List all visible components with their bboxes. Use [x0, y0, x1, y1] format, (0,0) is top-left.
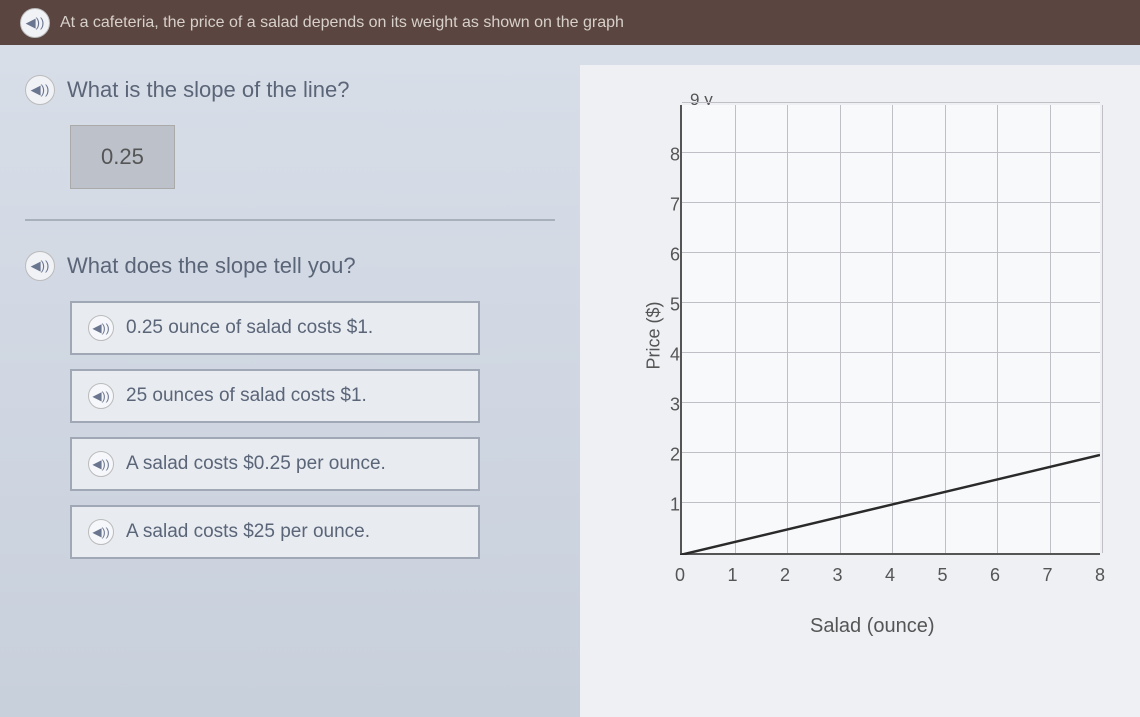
option-text: 25 ounces of salad costs $1.: [126, 385, 367, 407]
question-text: What is the slope of the line?: [67, 77, 350, 103]
questions-panel: ◀)) What is the slope of the line? 0.25 …: [0, 45, 580, 717]
option-1[interactable]: ◀)) 0.25 ounce of salad costs $1.: [70, 301, 480, 355]
problem-header: ◀)) At a cafeteria, the price of a salad…: [0, 0, 1140, 45]
question-1: ◀)) What is the slope of the line? 0.25: [25, 75, 555, 189]
speaker-icon[interactable]: ◀)): [88, 519, 114, 545]
x-tick-label: 4: [880, 565, 900, 586]
question-text: What does the slope tell you?: [67, 253, 356, 279]
answer-input[interactable]: 0.25: [70, 125, 175, 189]
chart-grid: [680, 105, 1100, 555]
speaker-icon[interactable]: ◀)): [88, 383, 114, 409]
option-3[interactable]: ◀)) A salad costs $0.25 per ounce.: [70, 437, 480, 491]
y-tick-label: 4: [660, 345, 680, 366]
x-tick-label: 5: [933, 565, 953, 586]
y-tick-label: 2: [660, 445, 680, 466]
speaker-icon[interactable]: ◀)): [20, 8, 50, 38]
x-tick-label: 0: [670, 565, 690, 586]
x-tick-label: 6: [985, 565, 1005, 586]
chart-panel: 9 y Price ($) Salad (ounce) 123456780123…: [580, 65, 1140, 717]
speaker-icon[interactable]: ◀)): [88, 451, 114, 477]
option-4[interactable]: ◀)) A salad costs $25 per ounce.: [70, 505, 480, 559]
question-2: ◀)) What does the slope tell you? ◀)) 0.…: [25, 251, 555, 559]
y-tick-label: 3: [660, 395, 680, 416]
x-tick-label: 2: [775, 565, 795, 586]
y-tick-label: 7: [660, 195, 680, 216]
x-axis-label: Salad (ounce): [810, 615, 935, 638]
x-tick-label: 1: [723, 565, 743, 586]
header-text: At a cafeteria, the price of a salad dep…: [60, 14, 624, 32]
y-tick-label: 1: [660, 495, 680, 516]
option-2[interactable]: ◀)) 25 ounces of salad costs $1.: [70, 369, 480, 423]
divider: [25, 219, 555, 221]
x-tick-label: 8: [1090, 565, 1110, 586]
option-text: 0.25 ounce of salad costs $1.: [126, 317, 373, 339]
x-tick-label: 7: [1038, 565, 1058, 586]
speaker-icon[interactable]: ◀)): [25, 75, 55, 105]
speaker-icon[interactable]: ◀)): [25, 251, 55, 281]
content-area: ◀)) What is the slope of the line? 0.25 …: [0, 45, 1140, 717]
chart-container: 9 y Price ($) Salad (ounce) 123456780123…: [610, 95, 1110, 655]
option-text: A salad costs $25 per ounce.: [126, 521, 370, 543]
x-tick-label: 3: [828, 565, 848, 586]
speaker-icon[interactable]: ◀)): [88, 315, 114, 341]
y-tick-label: 8: [660, 145, 680, 166]
option-text: A salad costs $0.25 per ounce.: [126, 453, 386, 475]
y-tick-label: 6: [660, 245, 680, 266]
y-tick-label: 5: [660, 295, 680, 316]
